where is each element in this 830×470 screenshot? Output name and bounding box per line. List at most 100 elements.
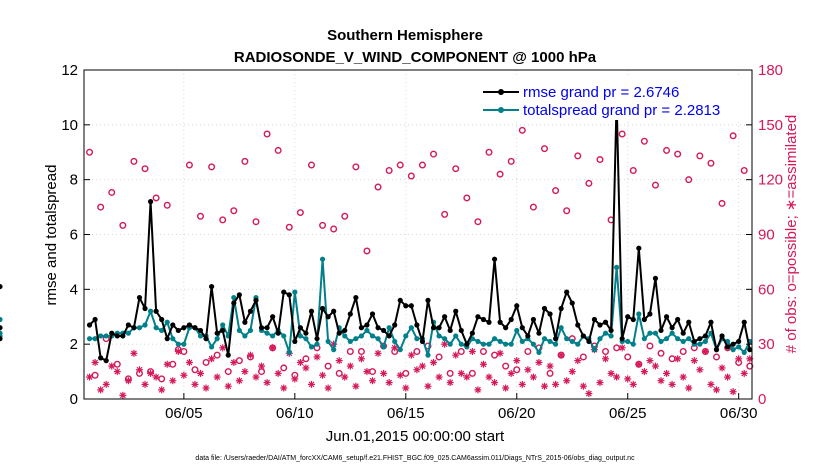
rmse-point xyxy=(336,330,342,336)
series-layer xyxy=(0,97,753,364)
rmse-line xyxy=(88,99,751,362)
totalspread-point xyxy=(92,336,98,342)
rmse-point xyxy=(730,341,736,347)
asterisk-stroke xyxy=(347,363,354,370)
totalspread-point xyxy=(0,330,3,336)
totalspread-point xyxy=(686,336,692,342)
obs-assimilated-marker xyxy=(291,375,299,383)
totalspread-point xyxy=(597,336,603,342)
rmse-point xyxy=(453,308,459,314)
totalspread-point xyxy=(541,336,548,342)
obs-possible-marker xyxy=(552,187,560,195)
asterisk-stroke xyxy=(652,363,659,370)
asterisk-stroke xyxy=(613,374,620,380)
rmse-point xyxy=(713,347,720,353)
y-tick-label-right: 180 xyxy=(758,62,783,79)
obs-assimilated-marker xyxy=(169,377,177,385)
asterisk-stroke xyxy=(131,350,137,357)
rmse-point xyxy=(514,303,520,309)
rmse-point xyxy=(708,319,714,325)
rmse-point xyxy=(519,325,525,331)
rmse-point xyxy=(136,294,143,301)
totalspread-point xyxy=(536,349,542,355)
obs-assimilated-marker xyxy=(102,380,110,388)
rmse-point xyxy=(475,314,481,320)
obs-assimilated-marker xyxy=(202,384,210,392)
rmse-point xyxy=(175,327,181,334)
obs-possible-marker xyxy=(674,150,682,158)
x-tick-label: 06/05 xyxy=(165,405,203,422)
totalspread-point xyxy=(314,341,320,347)
rmse-point xyxy=(597,322,603,328)
rmse-point xyxy=(619,336,625,342)
obs-possible-marker xyxy=(640,137,648,145)
asterisk-stroke xyxy=(352,383,359,390)
obs-possible-marker xyxy=(679,347,687,355)
obs-possible-marker xyxy=(430,150,438,158)
asterisk-stroke xyxy=(230,359,237,366)
obs-possible-marker xyxy=(130,157,138,165)
obs-possible-marker xyxy=(230,207,238,215)
rmse-point xyxy=(547,311,553,317)
rmse-point xyxy=(458,327,464,334)
rmse-point xyxy=(292,338,298,345)
obs-possible-marker xyxy=(363,247,371,255)
rmse-point xyxy=(503,325,509,331)
rmse-point xyxy=(641,316,647,323)
obs-assimilated-marker xyxy=(707,380,715,388)
asterisk-stroke xyxy=(497,350,504,357)
rmse-point xyxy=(558,305,564,312)
obs-possible-marker xyxy=(618,130,626,138)
totalspread-point xyxy=(658,338,664,345)
obs-assimilated-marker xyxy=(696,366,704,374)
asterisk-stroke xyxy=(147,370,154,377)
asterisk-stroke xyxy=(325,385,332,391)
legend-spread-label: totalspread grand pr = 2.2813 xyxy=(523,102,720,119)
totalspread-point xyxy=(353,336,359,342)
rmse-point xyxy=(425,297,431,303)
obs-assimilated-marker xyxy=(557,351,565,359)
obs-assimilated-marker xyxy=(302,364,310,372)
rmse-point xyxy=(231,300,237,306)
rmse-point xyxy=(719,333,725,339)
x-tick-label: 06/10 xyxy=(276,405,314,422)
totalspread-point xyxy=(147,308,154,314)
totalspread-point xyxy=(669,330,675,336)
data-file-footnote: data file: /Users/raeder/DAI/ATM_forcXX/… xyxy=(195,455,635,462)
obs-possible-marker xyxy=(385,167,393,175)
asterisk-stroke xyxy=(142,381,148,388)
asterisk-stroke xyxy=(474,386,481,393)
asterisk-stroke xyxy=(197,370,204,377)
obs-assimilated-marker xyxy=(712,386,720,394)
totalspread-point xyxy=(508,341,514,347)
rmse-point xyxy=(586,338,592,345)
totalspread-point xyxy=(347,338,353,345)
obs-possible-marker xyxy=(540,145,548,153)
obs-assimilated-marker xyxy=(485,373,493,381)
asterisk-stroke xyxy=(136,366,143,373)
obs-assimilated-marker xyxy=(407,351,415,359)
rmse-point xyxy=(525,333,531,339)
asterisk-stroke xyxy=(724,374,731,380)
asterisk-stroke xyxy=(336,357,343,364)
rmse-point xyxy=(469,330,475,336)
obs-assimilated-marker xyxy=(718,364,726,372)
rmse-point xyxy=(303,330,309,336)
rmse-point xyxy=(736,338,742,345)
totalspread-point xyxy=(480,341,487,347)
y-tick-label-left: 6 xyxy=(70,227,78,244)
y-axis-label-right: # of obs: o=possible; ∗=assimilated xyxy=(783,115,800,354)
obs-possible-marker xyxy=(740,167,748,175)
asterisk-stroke xyxy=(119,392,126,399)
obs-assimilated-marker xyxy=(335,357,343,365)
legend: rmse grand pr = 2.6746 totalspread grand… xyxy=(479,78,747,120)
asterisk-stroke xyxy=(735,355,742,362)
asterisk-stroke xyxy=(258,363,265,370)
obs-possible-marker xyxy=(152,194,160,202)
obs-possible-marker xyxy=(729,132,737,140)
legend-box xyxy=(479,78,747,120)
obs-possible-marker xyxy=(402,369,410,377)
asterisk-stroke xyxy=(380,370,387,377)
obs-assimilated-marker xyxy=(224,382,232,390)
